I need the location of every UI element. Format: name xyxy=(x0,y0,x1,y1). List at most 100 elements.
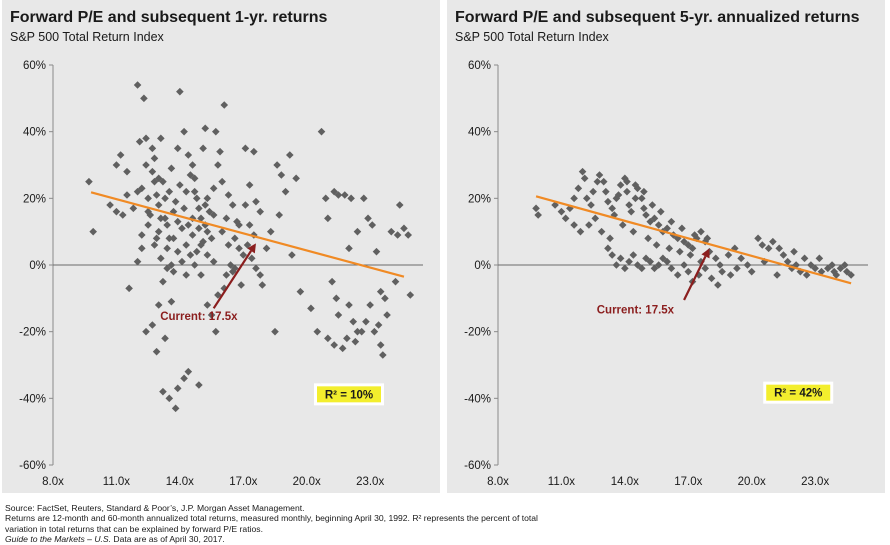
data-point xyxy=(171,404,180,413)
r2-box xyxy=(766,384,831,401)
data-point xyxy=(157,134,165,143)
data-point xyxy=(154,301,163,309)
data-point xyxy=(726,271,735,279)
data-point xyxy=(657,207,665,216)
data-point xyxy=(800,254,809,263)
data-point xyxy=(330,341,338,349)
data-point xyxy=(832,271,841,279)
data-point xyxy=(286,151,294,159)
data-point xyxy=(188,231,197,239)
data-point xyxy=(161,334,169,343)
data-point xyxy=(376,341,385,349)
data-point xyxy=(557,207,566,216)
data-point xyxy=(245,181,254,189)
data-point xyxy=(144,207,152,216)
data-point xyxy=(173,384,182,393)
data-point xyxy=(345,244,353,253)
data-point xyxy=(612,194,621,203)
data-point xyxy=(212,127,220,136)
x-tick-label: 8.0x xyxy=(42,476,64,488)
data-point xyxy=(648,201,657,209)
data-point xyxy=(235,221,243,229)
data-point xyxy=(199,144,207,153)
data-point xyxy=(836,264,845,273)
footnote-source: Source: FactSet, Reuters, Standard & Poo… xyxy=(5,503,305,513)
data-point xyxy=(591,214,600,223)
data-point xyxy=(604,197,612,206)
y-tick-label: -40% xyxy=(19,393,46,405)
data-point xyxy=(587,201,595,209)
data-point xyxy=(351,337,360,346)
data-point xyxy=(169,267,178,276)
data-point xyxy=(140,94,148,103)
x-tick-label: 20.0x xyxy=(738,476,766,488)
data-point xyxy=(340,191,349,199)
data-point xyxy=(228,267,237,276)
data-point xyxy=(566,204,574,213)
data-point xyxy=(684,267,693,276)
data-point xyxy=(209,184,218,193)
data-point xyxy=(400,224,408,233)
data-point xyxy=(578,167,587,176)
data-point xyxy=(178,257,186,266)
data-point xyxy=(138,184,146,193)
y-tick-label: 20% xyxy=(468,193,491,205)
data-point xyxy=(133,81,142,89)
data-point xyxy=(197,214,205,223)
data-point xyxy=(707,274,716,283)
data-point xyxy=(644,234,652,243)
data-point xyxy=(152,191,161,199)
y-tick-label: -60% xyxy=(464,460,491,472)
data-point xyxy=(802,271,811,279)
data-point xyxy=(334,191,343,199)
y-tick-label: 60% xyxy=(468,60,491,72)
data-point xyxy=(393,231,402,239)
footnote-returns: Returns are 12-month and 60-month annual… xyxy=(5,513,538,524)
data-point xyxy=(391,277,400,286)
data-point xyxy=(190,261,199,269)
data-point xyxy=(138,231,146,239)
data-point xyxy=(201,201,210,209)
data-point xyxy=(637,194,646,203)
data-point xyxy=(353,327,362,336)
data-point xyxy=(209,257,218,266)
data-point xyxy=(142,327,150,336)
data-point xyxy=(640,187,648,196)
data-point xyxy=(256,207,264,216)
data-point xyxy=(561,214,570,223)
data-point xyxy=(654,221,663,229)
current-arrow-shaft xyxy=(683,255,707,301)
data-point xyxy=(154,227,163,236)
y-tick-label: -40% xyxy=(464,393,491,405)
data-point xyxy=(144,194,152,203)
data-point xyxy=(123,167,131,176)
data-point xyxy=(743,261,752,269)
data-point xyxy=(534,211,542,219)
data-point xyxy=(532,204,540,213)
data-point xyxy=(161,194,169,203)
data-point xyxy=(353,227,362,236)
data-point xyxy=(157,214,165,223)
data-point xyxy=(773,271,781,279)
chart-panel-1yr: Forward P/E and subsequent 1-yr. returns… xyxy=(2,0,440,493)
data-point xyxy=(203,251,212,259)
data-point xyxy=(138,244,146,253)
data-point xyxy=(599,177,608,186)
data-point xyxy=(173,217,182,226)
data-point xyxy=(154,201,163,209)
data-point xyxy=(395,201,404,209)
data-point xyxy=(754,234,762,243)
data-point xyxy=(678,224,686,233)
data-point xyxy=(180,127,188,136)
scatter-plot-5yr: 60% 40% 20% 0% -20% -40% -60% 8.0x 11.0x 14.0x 17.… xyxy=(464,60,868,488)
data-point xyxy=(163,244,171,253)
y-tick-label: 40% xyxy=(23,127,46,139)
data-point xyxy=(129,204,138,213)
data-point xyxy=(142,134,150,143)
data-point xyxy=(159,177,167,186)
current-arrow-head xyxy=(247,243,256,254)
data-point xyxy=(345,301,353,309)
data-point xyxy=(186,251,195,259)
data-point xyxy=(220,101,229,109)
data-point xyxy=(589,187,597,196)
